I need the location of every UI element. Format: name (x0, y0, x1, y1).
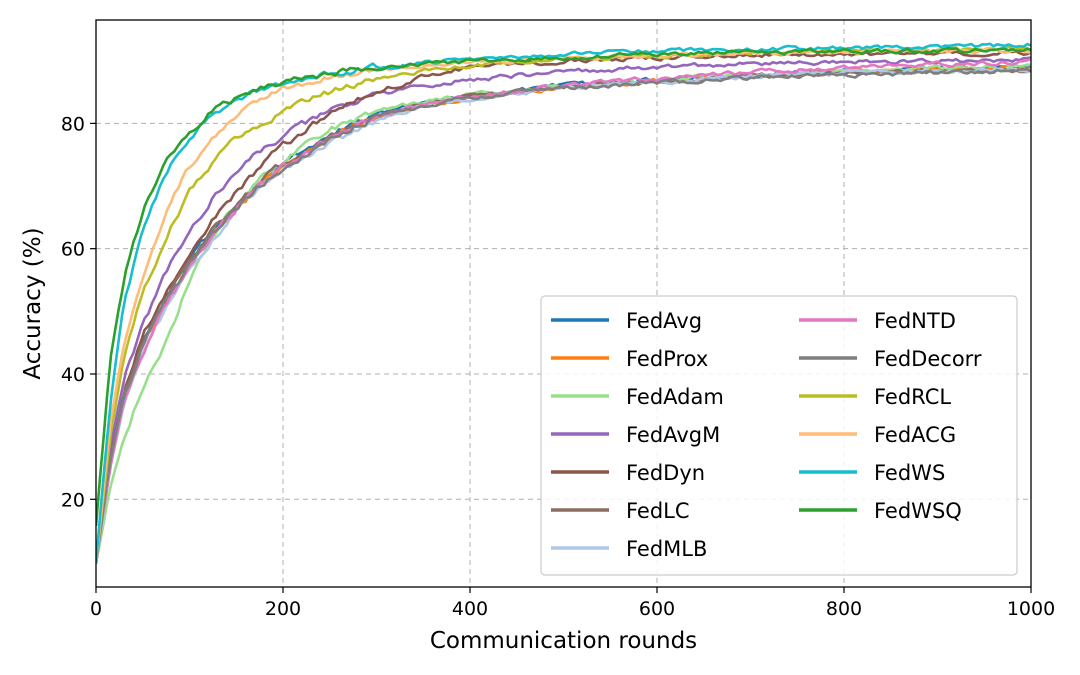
y-tick-label: 20 (61, 489, 85, 511)
legend-label: FedWS (874, 461, 945, 485)
legend-label: FedNTD (874, 309, 956, 333)
legend-label: FedRCL (874, 385, 951, 409)
legend-label: FedACG (874, 423, 956, 447)
series-line-fedavgm (96, 56, 1031, 564)
y-tick-label: 40 (61, 364, 85, 386)
x-tick-label: 200 (265, 598, 301, 620)
legend: FedAvg FedProx FedAdam FedAvgM FedDyn FedLC Fe… (540, 295, 1018, 576)
legend-label: FedWSQ (874, 499, 962, 523)
x-tick-label: 600 (639, 598, 675, 620)
legend-label: FedProx (626, 347, 708, 371)
legend-label: FedLC (626, 499, 690, 523)
legend-label: FedDyn (626, 461, 705, 485)
x-tick-label: 400 (452, 598, 488, 620)
y-axis-label: Accuracy (%) (20, 227, 46, 379)
x-axis-label: Communication rounds (430, 628, 697, 654)
x-tick-label: 1000 (1007, 598, 1055, 620)
plot-frame (95, 19, 1032, 588)
legend-label: FedAdam (626, 385, 724, 409)
y-tick-label: 80 (61, 113, 85, 135)
y-tick-label: 60 (61, 239, 85, 261)
ticks: 0 200 400 600 800 1000 20 40 60 80 (61, 113, 1055, 620)
x-tick-label: 800 (826, 598, 862, 620)
series-layer (96, 42, 1031, 564)
series-line-feddecorr (96, 68, 1031, 564)
x-tick-label: 0 (90, 598, 102, 620)
series-line-feddyn (96, 49, 1031, 564)
legend-box (540, 295, 1018, 576)
series-line-fedwsq (96, 46, 1031, 527)
legend-label: FedDecorr (874, 347, 982, 371)
legend-label: FedAvg (626, 309, 702, 333)
legend-label: FedAvgM (626, 423, 720, 447)
legend-label: FedMLB (626, 537, 707, 561)
